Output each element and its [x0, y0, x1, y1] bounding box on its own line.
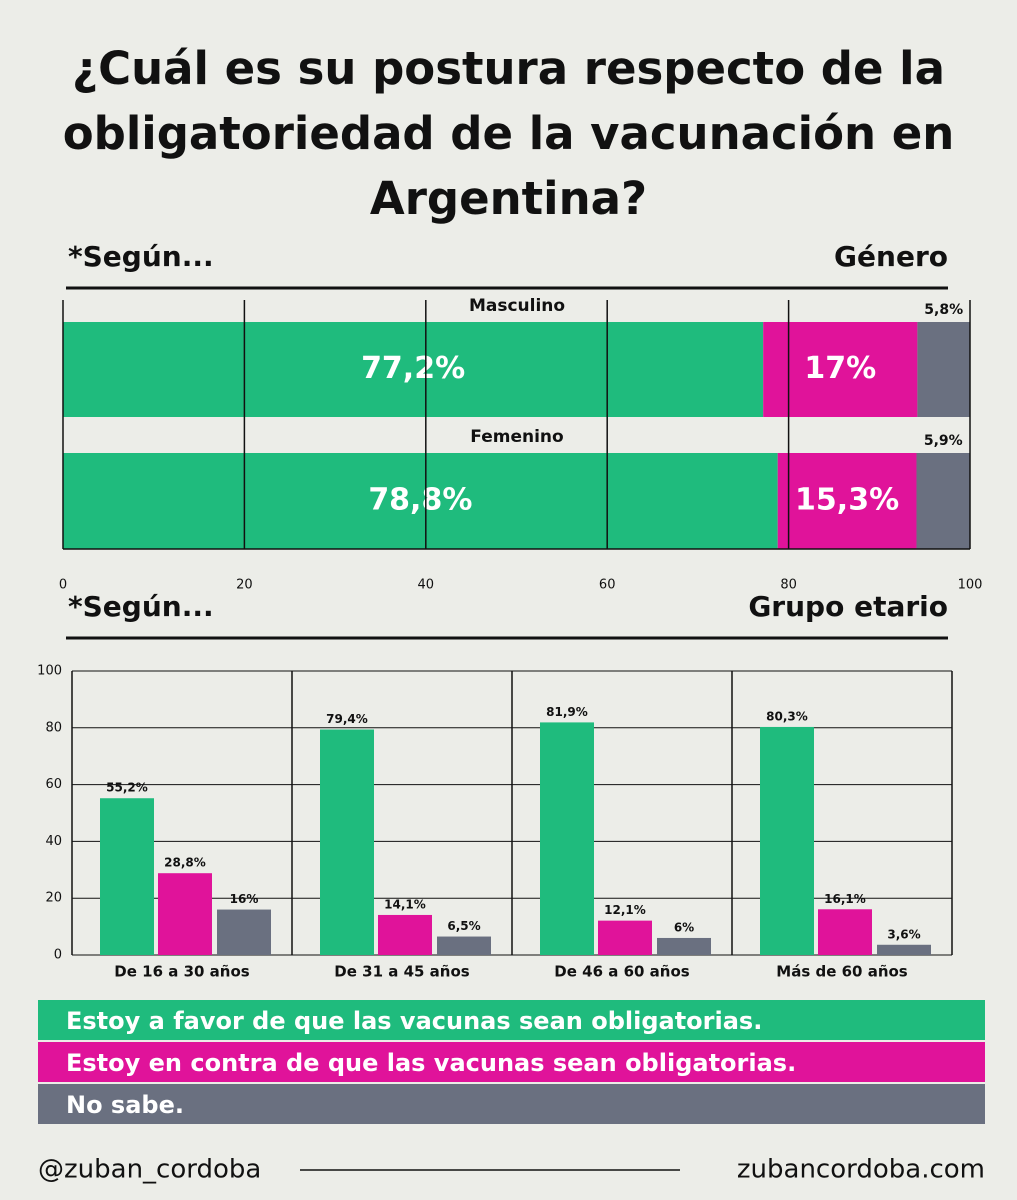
- bar: [158, 873, 212, 955]
- x-tick-label: De 16 a 30 años: [114, 963, 249, 981]
- value-label: 14,1%: [384, 897, 426, 911]
- value-label: 80,3%: [766, 709, 808, 723]
- value-label: 6,5%: [447, 919, 480, 933]
- bar: [657, 937, 711, 955]
- bar: [760, 726, 814, 955]
- section-label: Género: [834, 240, 948, 273]
- bar-segment: [916, 453, 970, 549]
- value-label: 77,2%: [361, 351, 465, 386]
- bar: [877, 944, 931, 955]
- value-label: 16%: [230, 892, 259, 906]
- value-label: 55,2%: [106, 781, 148, 795]
- footer-handle: @zuban_cordoba: [38, 1155, 261, 1185]
- legend-label: Estoy en contra de que las vacunas sean …: [66, 1049, 796, 1077]
- section-label: Grupo etario: [748, 590, 948, 623]
- y-tick-label: 40: [45, 834, 62, 849]
- y-tick-label: 100: [37, 664, 62, 679]
- value-label: 28,8%: [164, 856, 206, 870]
- bar-segment: [63, 453, 778, 549]
- bar-segment: [917, 322, 970, 417]
- bar: [320, 729, 374, 955]
- value-label: 15,3%: [795, 483, 899, 518]
- value-label: 6%: [674, 920, 694, 934]
- y-tick-label: 80: [45, 720, 62, 735]
- value-label: 5,8%: [924, 302, 963, 318]
- bar: [540, 722, 594, 955]
- legend-swatch: [38, 1000, 985, 1040]
- x-tick-label: 100: [958, 578, 983, 593]
- value-label: 79,4%: [326, 712, 368, 726]
- value-label: 16,1%: [824, 892, 866, 906]
- bar-segment: [63, 322, 764, 417]
- category-label: Femenino: [470, 427, 563, 447]
- bar: [437, 936, 491, 955]
- value-label: 12,1%: [604, 903, 646, 917]
- x-tick-label: 40: [418, 578, 435, 593]
- x-tick-label: 80: [780, 578, 797, 593]
- footer-website: zubancordoba.com: [737, 1155, 985, 1185]
- title: ¿Cuál es su postura respecto de la oblig…: [62, 42, 955, 225]
- value-label: 5,9%: [924, 433, 963, 449]
- section-label: *Según...: [68, 590, 214, 623]
- bar: [378, 914, 432, 955]
- bar-segment: [777, 453, 917, 549]
- y-tick-label: 60: [45, 777, 62, 792]
- x-tick-label: 0: [59, 578, 67, 593]
- y-tick-label: 0: [54, 948, 62, 963]
- bar: [818, 909, 872, 955]
- value-label: 78,8%: [368, 483, 472, 518]
- value-label: 3,6%: [887, 927, 920, 941]
- value-label: 81,9%: [546, 705, 588, 719]
- bar: [217, 909, 271, 955]
- x-tick-label: Más de 60 años: [776, 963, 908, 981]
- legend-swatch: [38, 1042, 985, 1082]
- y-tick-label: 20: [45, 891, 62, 906]
- x-tick-label: De 46 a 60 años: [554, 963, 689, 981]
- x-tick-label: 60: [599, 578, 616, 593]
- bar: [598, 920, 652, 955]
- legend-label: Estoy a favor de que las vacunas sean ob…: [66, 1007, 762, 1035]
- x-tick-label: De 31 a 45 años: [334, 963, 469, 981]
- bar: [100, 798, 154, 955]
- value-label: 17%: [804, 351, 876, 386]
- section-label: *Según...: [68, 240, 214, 273]
- legend-swatch: [38, 1084, 985, 1124]
- category-label: Masculino: [469, 296, 565, 316]
- x-tick-label: 20: [236, 578, 253, 593]
- legend-label: No sabe.: [66, 1091, 184, 1119]
